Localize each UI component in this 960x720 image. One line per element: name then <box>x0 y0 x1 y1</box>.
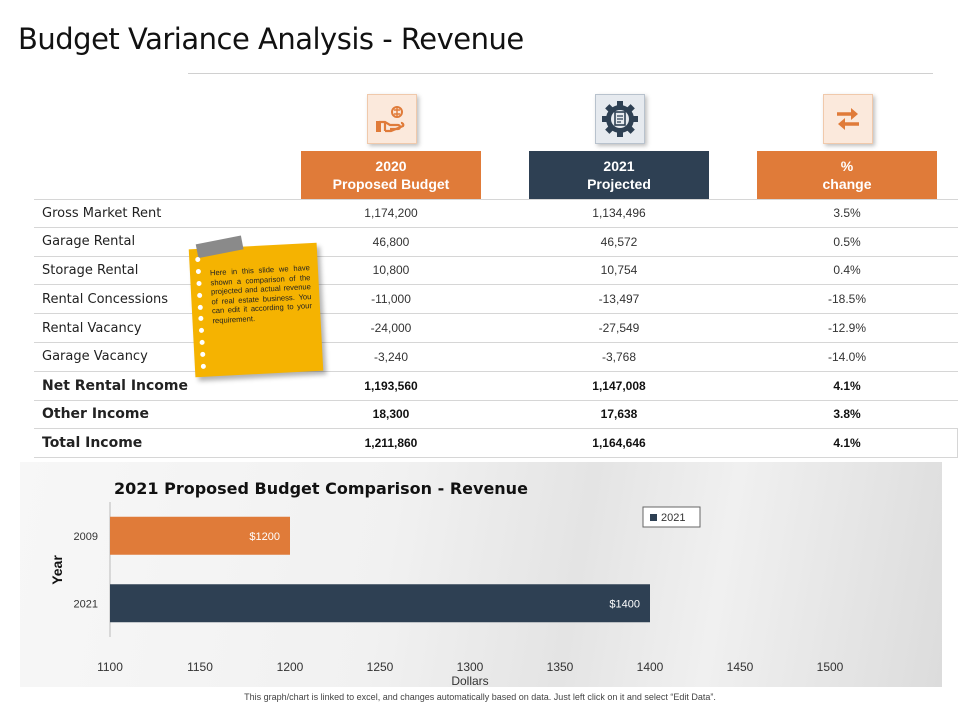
table-row: Total Income 1,211,860 1,164,646 4.1% <box>34 429 958 459</box>
cell-change: 3.5% <box>833 206 861 221</box>
x-tick-label: 1300 <box>457 660 484 674</box>
column-header-projected: 2021 Projected <box>529 151 709 199</box>
table-row: Rental Vacancy -24,000 -27,549 -12.9% <box>34 314 958 343</box>
x-tick-label: 1350 <box>547 660 574 674</box>
page-title: Budget Variance Analysis - Revenue <box>18 22 524 56</box>
row-label: Gross Market Rent <box>42 205 162 221</box>
projected-icon-box <box>595 94 645 144</box>
bar-2009 <box>110 516 290 555</box>
title-divider <box>188 73 933 74</box>
note-binding <box>195 256 207 369</box>
column-header-change: % change <box>757 151 937 199</box>
x-tick-label: 1450 <box>727 660 754 674</box>
column-header-budget-line1: 2020 <box>375 158 407 174</box>
cell-budget: -11,000 <box>371 292 411 307</box>
legend-swatch <box>650 514 657 521</box>
legend-box <box>642 506 701 528</box>
sticky-note: Here in this slide we have shown a compa… <box>188 235 324 378</box>
table-row: Rental Concessions -11,000 -13,497 -18.5… <box>34 285 958 315</box>
row-label: Net Rental Income <box>42 377 189 394</box>
cell-change: -12.9% <box>827 321 867 336</box>
column-header-projected-line2: Projected <box>587 176 651 192</box>
cell-projected: 10,754 <box>600 263 638 278</box>
table-row: Other Income 18,300 17,638 3.8% <box>34 401 958 430</box>
row-label: Garage Vacancy <box>42 349 148 365</box>
cell-budget: 1,193,560 <box>364 378 418 393</box>
cell-budget: 1,211,860 <box>364 436 418 451</box>
note-text: Here in this slide we have shown a compa… <box>209 263 313 325</box>
footnote: This graph/chart is linked to excel, and… <box>244 692 716 702</box>
exchange-arrows-icon <box>837 108 859 130</box>
x-tick-label: 1400 <box>637 660 664 674</box>
bar-data-label: $1200 <box>249 531 280 543</box>
table-row: Storage Rental 10,800 10,754 0.4% <box>34 257 958 286</box>
budget-table: Gross Market Rent 1,174,200 1,134,496 3.… <box>34 199 958 459</box>
bar-2021 <box>110 584 650 623</box>
row-label: Storage Rental <box>42 262 139 278</box>
row-label: Total Income <box>42 435 143 452</box>
legend-label: 2021 <box>661 512 685 524</box>
bar-data-label: $1400 <box>609 598 640 610</box>
cell-projected: 46,572 <box>600 234 638 249</box>
table-row: Net Rental Income 1,193,560 1,147,008 4.… <box>34 372 958 401</box>
change-icon-box <box>823 94 873 144</box>
row-label: Rental Vacancy <box>42 320 142 336</box>
row-label: Other Income <box>42 406 150 423</box>
y-axis-title: Year <box>49 555 65 585</box>
cell-budget: 46,800 <box>372 234 410 249</box>
gear-document-icon <box>602 101 638 137</box>
bar-chart: 2021 Proposed Budget Comparison - Revenu… <box>49 479 844 687</box>
cell-change: 0.5% <box>833 234 861 249</box>
cell-projected: -27,549 <box>598 321 640 336</box>
cell-budget: -24,000 <box>370 321 412 336</box>
chart-panel: 2021 Proposed Budget Comparison - Revenu… <box>20 462 942 687</box>
cell-projected: 1,164,646 <box>592 436 646 451</box>
cell-budget: -3,240 <box>373 349 409 364</box>
x-tick-label: 1200 <box>277 660 304 674</box>
column-header-budget-line2: Proposed Budget <box>332 176 450 192</box>
cell-projected: 17,638 <box>600 407 638 422</box>
x-tick-label: 1100 <box>97 660 123 674</box>
column-header-budget: 2020 Proposed Budget <box>301 151 481 199</box>
cell-budget: 1,174,200 <box>364 206 418 221</box>
cell-change: 4.1% <box>833 378 861 393</box>
cell-projected: 1,134,496 <box>592 206 646 221</box>
cell-change: -18.5% <box>827 292 867 307</box>
x-tick-label: 1500 <box>817 660 844 674</box>
cell-projected: -13,497 <box>598 292 640 307</box>
x-tick-label: 1150 <box>187 660 213 674</box>
x-axis-title: Dollars <box>451 674 488 687</box>
x-tick-label: 1250 <box>367 660 394 674</box>
column-header-change-line1: % <box>840 158 854 174</box>
y-tick-label: 2021 <box>74 598 98 610</box>
column-header-projected-line1: 2021 <box>603 158 635 174</box>
cell-change: -14.0% <box>827 349 867 364</box>
table-row: Garage Vacancy -3,240 -3,768 -14.0% <box>34 343 958 372</box>
table-row: Gross Market Rent 1,174,200 1,134,496 3.… <box>34 199 958 228</box>
cell-budget: 10,800 <box>372 263 410 278</box>
cell-projected: -3,768 <box>601 349 637 364</box>
cell-change: 0.4% <box>833 263 861 278</box>
chart-title: 2021 Proposed Budget Comparison - Revenu… <box>114 479 528 498</box>
table-row: Garage Rental 46,800 46,572 0.5% <box>34 228 958 257</box>
hand-money-icon <box>376 106 405 133</box>
y-tick-label: 2009 <box>74 531 98 543</box>
row-label: Rental Concessions <box>42 291 169 307</box>
cell-projected: 1,147,008 <box>592 378 646 393</box>
cell-change: 3.8% <box>833 407 861 422</box>
row-label: Garage Rental <box>42 234 136 250</box>
budget-icon-box <box>367 94 417 144</box>
cell-change: 4.1% <box>833 436 861 451</box>
column-header-change-line2: change <box>822 176 872 192</box>
cell-budget: 18,300 <box>372 407 410 422</box>
